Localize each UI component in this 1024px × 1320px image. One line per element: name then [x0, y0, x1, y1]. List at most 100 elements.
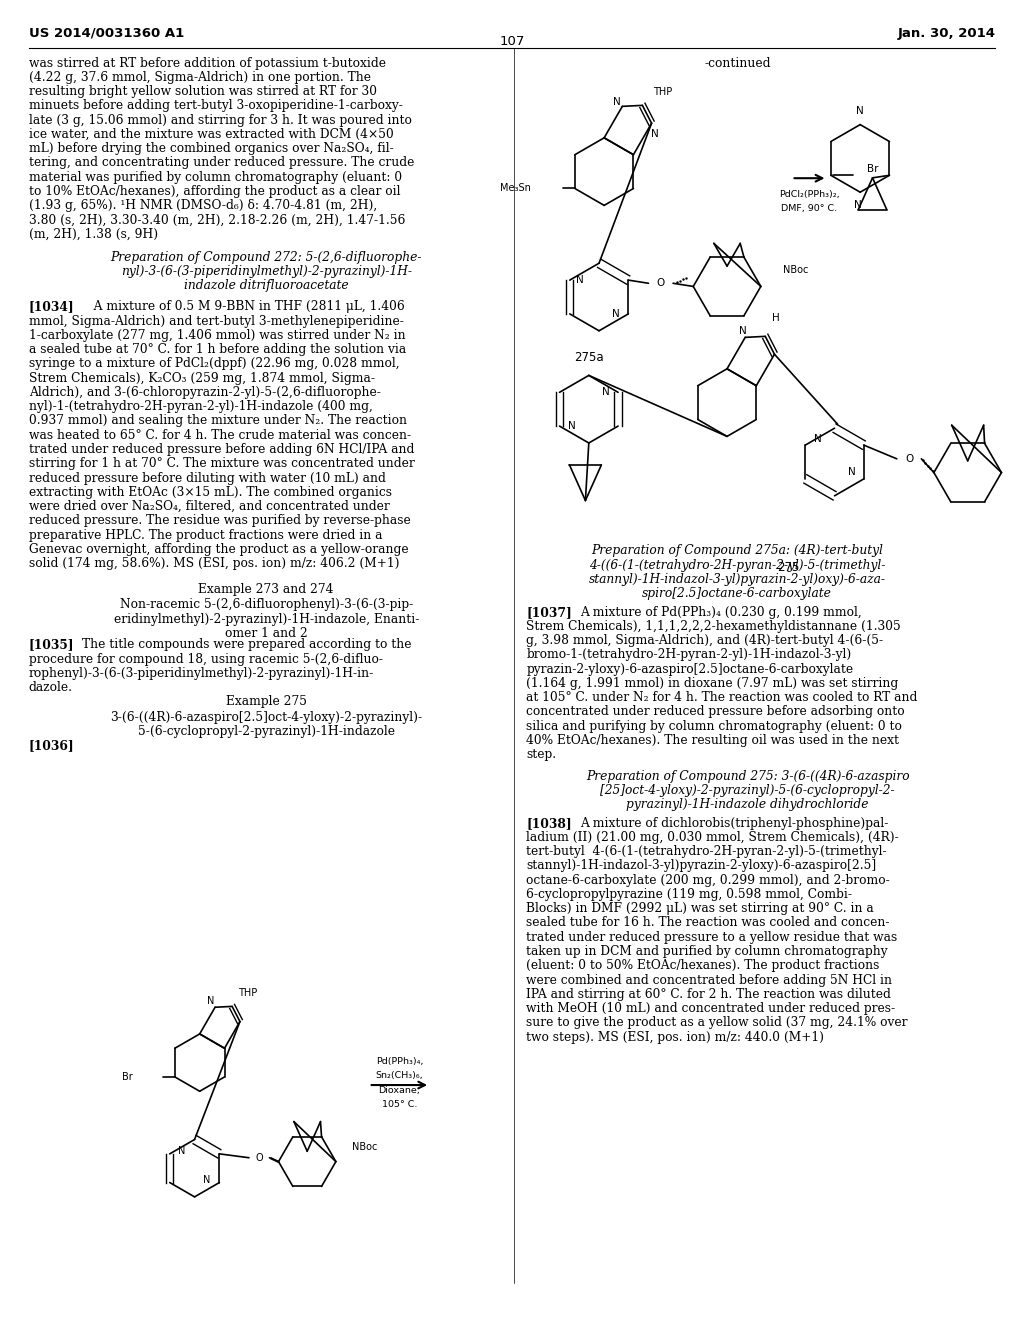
Text: DMF, 90° C.: DMF, 90° C. [781, 205, 838, 213]
Text: NBoc: NBoc [783, 264, 809, 275]
Text: A mixture of 0.5 M 9-BBN in THF (2811 μL, 1.406: A mixture of 0.5 M 9-BBN in THF (2811 μL… [82, 301, 404, 313]
Text: N: N [178, 1146, 185, 1156]
Text: THP: THP [238, 989, 257, 998]
Text: Sn₂(CH₃)₆,: Sn₂(CH₃)₆, [376, 1072, 423, 1080]
Text: mL) before drying the combined organics over Na₂SO₄, fil-: mL) before drying the combined organics … [29, 143, 393, 156]
Text: tert-butyl  4-(6-(1-(tetrahydro-2H-pyran-2-yl)-5-(trimethyl-: tert-butyl 4-(6-(1-(tetrahydro-2H-pyran-… [526, 845, 887, 858]
Text: (1.164 g, 1.991 mmol) in dioxane (7.97 mL) was set stirring: (1.164 g, 1.991 mmol) in dioxane (7.97 m… [526, 677, 899, 690]
Text: [1037]: [1037] [526, 606, 572, 619]
Text: Strem Chemicals), K₂CO₃ (259 mg, 1.874 mmol, Sigma-: Strem Chemicals), K₂CO₃ (259 mg, 1.874 m… [29, 372, 375, 384]
Text: were dried over Na₂SO₄, filtered, and concentrated under: were dried over Na₂SO₄, filtered, and co… [29, 500, 389, 513]
Text: ladium (II) (21.00 mg, 0.030 mmol, Strem Chemicals), (4R)-: ladium (II) (21.00 mg, 0.030 mmol, Strem… [526, 832, 899, 843]
Text: omer 1 and 2: omer 1 and 2 [225, 627, 307, 640]
Text: a sealed tube at 70° C. for 1 h before adding the solution via: a sealed tube at 70° C. for 1 h before a… [29, 343, 406, 356]
Text: 275a: 275a [574, 351, 603, 364]
Text: indazole ditrifluoroacetate: indazole ditrifluoroacetate [184, 279, 348, 292]
Text: tering, and concentrating under reduced pressure. The crude: tering, and concentrating under reduced … [29, 157, 414, 169]
Text: Me₃Sn: Me₃Sn [500, 183, 530, 194]
Text: two steps). MS (ESI, pos. ion) m/z: 440.0 (M+1): two steps). MS (ESI, pos. ion) m/z: 440.… [526, 1031, 824, 1044]
Text: N: N [814, 433, 821, 444]
Text: Non-racemic 5-(2,6-difluorophenyl)-3-(6-(3-pip-: Non-racemic 5-(2,6-difluorophenyl)-3-(6-… [120, 598, 413, 611]
Text: 275: 275 [777, 561, 800, 574]
Text: bromo-1-(tetrahydro-2H-pyran-2-yl)-1H-indazol-3-yl): bromo-1-(tetrahydro-2H-pyran-2-yl)-1H-in… [526, 648, 852, 661]
Text: g, 3.98 mmol, Sigma-Aldrich), and (4R)-tert-butyl 4-(6-(5-: g, 3.98 mmol, Sigma-Aldrich), and (4R)-t… [526, 634, 884, 647]
Text: extracting with EtOAc (3×15 mL). The combined organics: extracting with EtOAc (3×15 mL). The com… [29, 486, 391, 499]
Text: taken up in DCM and purified by column chromatography: taken up in DCM and purified by column c… [526, 945, 888, 958]
Text: reduced pressure before diluting with water (10 mL) and: reduced pressure before diluting with wa… [29, 471, 386, 484]
Text: N: N [577, 275, 584, 285]
Text: N: N [739, 326, 748, 335]
Text: 6-cyclopropylpyrazine (119 mg, 0.598 mmol, Combi-: 6-cyclopropylpyrazine (119 mg, 0.598 mmo… [526, 888, 852, 902]
Text: N: N [568, 421, 575, 432]
Text: Preparation of Compound 272: 5-(2,6-difluorophe-: Preparation of Compound 272: 5-(2,6-difl… [111, 251, 422, 264]
Text: eridinylmethyl)-2-pyrazinyl)-1H-indazole, Enanti-: eridinylmethyl)-2-pyrazinyl)-1H-indazole… [114, 612, 419, 626]
Text: Dioxane,: Dioxane, [379, 1086, 420, 1094]
Text: pyrazinyl)-1H-indazole dihydrochloride: pyrazinyl)-1H-indazole dihydrochloride [627, 799, 868, 812]
Text: octane-6-carboxylate (200 mg, 0.299 mmol), and 2-bromo-: octane-6-carboxylate (200 mg, 0.299 mmol… [526, 874, 890, 887]
Text: Genevac overnight, affording the product as a yellow-orange: Genevac overnight, affording the product… [29, 543, 409, 556]
Text: 1-carboxylate (277 mg, 1.406 mmol) was stirred under N₂ in: 1-carboxylate (277 mg, 1.406 mmol) was s… [29, 329, 406, 342]
Text: procedure for compound 18, using racemic 5-(2,6-difluo-: procedure for compound 18, using racemic… [29, 652, 383, 665]
Text: [25]oct-4-yloxy)-2-pyrazinyl)-5-(6-cyclopropyl-2-: [25]oct-4-yloxy)-2-pyrazinyl)-5-(6-cyclo… [600, 784, 895, 797]
Text: late (3 g, 15.06 mmol) and stirring for 3 h. It was poured into: late (3 g, 15.06 mmol) and stirring for … [29, 114, 412, 127]
Text: N: N [854, 201, 862, 210]
Text: Aldrich), and 3-(6-chloropyrazin-2-yl)-5-(2,6-difluorophe-: Aldrich), and 3-(6-chloropyrazin-2-yl)-5… [29, 385, 381, 399]
Text: N: N [612, 309, 620, 319]
Text: sealed tube for 16 h. The reaction was cooled and concen-: sealed tube for 16 h. The reaction was c… [526, 916, 890, 929]
Text: sure to give the product as a yellow solid (37 mg, 24.1% over: sure to give the product as a yellow sol… [526, 1016, 908, 1030]
Text: O: O [255, 1152, 263, 1163]
Text: spiro[2.5]octane-6-carboxylate: spiro[2.5]octane-6-carboxylate [642, 587, 833, 601]
Text: N: N [856, 107, 864, 116]
Text: THP: THP [653, 87, 673, 98]
Text: pyrazin-2-yloxy)-6-azaspiro[2.5]octane-6-carboxylate: pyrazin-2-yloxy)-6-azaspiro[2.5]octane-6… [526, 663, 853, 676]
Text: O: O [656, 279, 665, 288]
Text: nyl)-3-(6-(3-piperidinylmethyl)-2-pyrazinyl)-1H-: nyl)-3-(6-(3-piperidinylmethyl)-2-pyrazi… [121, 265, 412, 277]
Text: trated under reduced pressure before adding 6N HCl/IPA and: trated under reduced pressure before add… [29, 444, 414, 455]
Text: to 10% EtOAc/hexanes), affording the product as a clear oil: to 10% EtOAc/hexanes), affording the pro… [29, 185, 400, 198]
Text: N: N [613, 98, 622, 107]
Text: US 2014/0031360 A1: US 2014/0031360 A1 [29, 26, 184, 40]
Text: 3-(6-((4R)-6-azaspiro[2.5]oct-4-yloxy)-2-pyrazinyl)-: 3-(6-((4R)-6-azaspiro[2.5]oct-4-yloxy)-2… [111, 711, 422, 723]
Text: mmol, Sigma-Aldrich) and tert-butyl 3-methylenepiperidine-: mmol, Sigma-Aldrich) and tert-butyl 3-me… [29, 314, 403, 327]
Text: [1036]: [1036] [29, 739, 75, 752]
Text: stannyl)-1H-indazol-3-yl)pyrazin-2-yl)oxy)-6-aza-: stannyl)-1H-indazol-3-yl)pyrazin-2-yl)ox… [589, 573, 886, 586]
Text: 0.937 mmol) and sealing the mixture under N₂. The reaction: 0.937 mmol) and sealing the mixture unde… [29, 414, 407, 428]
Text: Br: Br [866, 164, 879, 174]
Text: Example 273 and 274: Example 273 and 274 [199, 582, 334, 595]
Text: N: N [207, 995, 215, 1006]
Text: (m, 2H), 1.38 (s, 9H): (m, 2H), 1.38 (s, 9H) [29, 228, 158, 240]
Text: Example 275: Example 275 [225, 696, 307, 709]
Text: material was purified by column chromatography (eluant: 0: material was purified by column chromato… [29, 170, 401, 183]
Text: was stirred at RT before addition of potassium t-butoxide: was stirred at RT before addition of pot… [29, 57, 386, 70]
Text: trated under reduced pressure to a yellow residue that was: trated under reduced pressure to a yello… [526, 931, 898, 944]
Text: N: N [204, 1175, 211, 1185]
Text: N: N [602, 387, 609, 397]
Text: 40% EtOAc/hexanes). The resulting oil was used in the next: 40% EtOAc/hexanes). The resulting oil wa… [526, 734, 899, 747]
Text: Strem Chemicals), 1,1,1,2,2,2-hexamethyldistannane (1.305: Strem Chemicals), 1,1,1,2,2,2-hexamethyl… [526, 620, 901, 634]
Text: syringe to a mixture of PdCl₂(dppf) (22.96 mg, 0.028 mmol,: syringe to a mixture of PdCl₂(dppf) (22.… [29, 358, 399, 371]
Text: Jan. 30, 2014: Jan. 30, 2014 [897, 26, 995, 40]
Text: NBoc: NBoc [352, 1142, 378, 1152]
Text: concentrated under reduced pressure before adsorbing onto: concentrated under reduced pressure befo… [526, 705, 905, 718]
Text: O: O [905, 454, 913, 463]
Text: (eluent: 0 to 50% EtOAc/hexanes). The product fractions: (eluent: 0 to 50% EtOAc/hexanes). The pr… [526, 960, 880, 973]
Text: N: N [848, 467, 855, 478]
Text: preparative HPLC. The product fractions were dried in a: preparative HPLC. The product fractions … [29, 528, 382, 541]
Text: rophenyl)-3-(6-(3-piperidinylmethyl)-2-pyrazinyl)-1H-in-: rophenyl)-3-(6-(3-piperidinylmethyl)-2-p… [29, 667, 374, 680]
Text: with MeOH (10 mL) and concentrated under reduced pres-: with MeOH (10 mL) and concentrated under… [526, 1002, 895, 1015]
Text: resulting bright yellow solution was stirred at RT for 30: resulting bright yellow solution was sti… [29, 86, 377, 98]
Text: IPA and stirring at 60° C. for 2 h. The reaction was diluted: IPA and stirring at 60° C. for 2 h. The … [526, 987, 891, 1001]
Text: A mixture of Pd(PPh₃)₄ (0.230 g, 0.199 mmol,: A mixture of Pd(PPh₃)₄ (0.230 g, 0.199 m… [580, 606, 861, 619]
Text: Pd(PPh₃)₄,: Pd(PPh₃)₄, [376, 1057, 423, 1065]
Text: 3.80 (s, 2H), 3.30-3.40 (m, 2H), 2.18-2.26 (m, 2H), 1.47-1.56: 3.80 (s, 2H), 3.30-3.40 (m, 2H), 2.18-2.… [29, 214, 406, 227]
Text: 107: 107 [500, 34, 524, 48]
Text: nyl)-1-(tetrahydro-2H-pyran-2-yl)-1H-indazole (400 mg,: nyl)-1-(tetrahydro-2H-pyran-2-yl)-1H-ind… [29, 400, 373, 413]
Text: was heated to 65° C. for 4 h. The crude material was concen-: was heated to 65° C. for 4 h. The crude … [29, 429, 411, 442]
Text: The title compounds were prepared according to the: The title compounds were prepared accord… [82, 639, 412, 651]
Text: ice water, and the mixture was extracted with DCM (4×50: ice water, and the mixture was extracted… [29, 128, 393, 141]
Text: reduced pressure. The residue was purified by reverse-phase: reduced pressure. The residue was purifi… [29, 515, 411, 527]
Text: -continued: -continued [705, 57, 770, 70]
Text: minuets before adding tert-butyl 3-oxopiperidine-1-carboxy-: minuets before adding tert-butyl 3-oxopi… [29, 99, 402, 112]
Text: [1035]: [1035] [29, 639, 74, 651]
Text: Blocks) in DMF (2992 μL) was set stirring at 90° C. in a: Blocks) in DMF (2992 μL) was set stirrin… [526, 903, 874, 915]
